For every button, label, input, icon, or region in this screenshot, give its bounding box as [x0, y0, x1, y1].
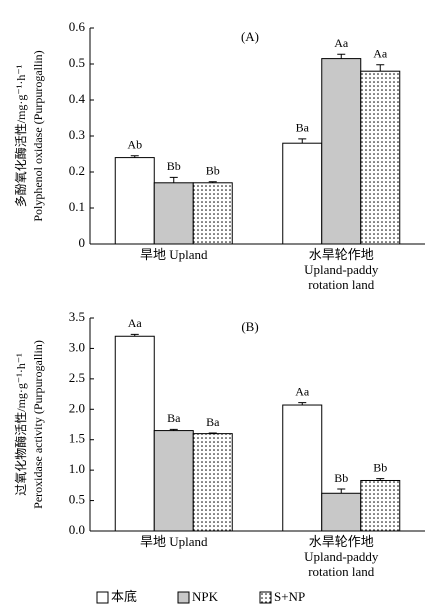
y-tick-label: 0.0: [69, 522, 85, 537]
legend-swatch: [96, 591, 109, 604]
y-tick-label: 0.4: [69, 91, 86, 106]
y-tick-label: 2.5: [69, 370, 85, 385]
error-bar: [169, 428, 178, 431]
significance-letter: Aa: [128, 316, 143, 330]
x-tick-label: Upland-paddy: [304, 549, 379, 564]
error-bar: [208, 181, 217, 183]
significance-letter: Ba: [167, 411, 181, 425]
bar: [114, 335, 155, 532]
y-tick-label: 2.0: [69, 400, 85, 415]
panel-title: (B): [241, 319, 258, 334]
bar: [192, 182, 233, 245]
significance-letter: Bb: [334, 471, 348, 485]
significance-letter: Aa: [334, 36, 349, 50]
legend-label: 本底: [111, 589, 137, 604]
legend-label: NPK: [192, 589, 219, 604]
x-tick-label: 旱地 Upland: [140, 534, 208, 549]
error-bar: [130, 333, 139, 337]
significance-letter: Bb: [167, 159, 181, 173]
bar: [321, 58, 362, 245]
y-tick-label: 0.3: [69, 127, 85, 142]
y-tick-label: 3.5: [69, 309, 85, 324]
x-tick-label: rotation land: [308, 564, 375, 579]
error-bar: [298, 402, 307, 406]
y-tick-label: 0: [79, 235, 86, 250]
y-axis-label: 多酚氧化酶活性/mg·g⁻¹·h⁻¹: [13, 64, 28, 207]
x-tick-label: Upland-paddy: [304, 262, 379, 277]
y-tick-label: 0.6: [69, 19, 86, 34]
y-tick-label: 1.5: [69, 431, 85, 446]
y-tick-label: 0.5: [69, 55, 85, 70]
x-tick-label: 水旱轮作地: [309, 247, 374, 262]
significance-letter: Bb: [373, 460, 387, 474]
panel-title: (A): [241, 29, 259, 44]
x-tick-label: 水旱轮作地: [309, 534, 374, 549]
y-tick-label: 1.0: [69, 461, 85, 476]
error-bar: [337, 488, 346, 494]
error-bar: [376, 64, 385, 72]
legend-swatch: [259, 591, 272, 604]
y-axis-label: Polyphenol oxidase (Purpurogallin): [31, 50, 45, 221]
significance-letter: Ba: [296, 121, 310, 135]
x-tick-label: rotation land: [308, 277, 375, 292]
error-bar: [337, 53, 346, 59]
bar: [192, 433, 233, 532]
significance-letter: Bb: [206, 163, 220, 177]
bar: [282, 404, 323, 532]
bar: [153, 182, 194, 245]
significance-letter: Ab: [127, 138, 142, 152]
y-tick-label: 0.1: [69, 199, 85, 214]
legend-swatch: [177, 591, 190, 604]
bar: [321, 492, 362, 532]
bar: [153, 430, 194, 532]
significance-letter: Aa: [295, 384, 310, 398]
y-tick-label: 3.0: [69, 339, 85, 354]
bar: [360, 479, 401, 532]
legend-label: S+NP: [274, 589, 305, 604]
error-bar: [208, 432, 217, 434]
bar: [282, 142, 323, 245]
bar: [360, 70, 401, 245]
x-tick-label: 旱地 Upland: [140, 247, 208, 262]
y-axis-label: 过氧化物酶活性/mg·g⁻¹·h⁻¹: [13, 353, 28, 496]
error-bar: [298, 138, 307, 144]
y-tick-label: 0.2: [69, 163, 85, 178]
significance-letter: Aa: [373, 46, 388, 60]
y-axis-label: Peroxidase activity (Purpurogallin): [31, 340, 45, 509]
error-bar: [130, 155, 139, 158]
error-bar: [376, 478, 385, 481]
significance-letter: Ba: [206, 415, 220, 429]
bar: [114, 157, 155, 245]
y-tick-label: 0.5: [69, 492, 85, 507]
error-bar: [169, 176, 178, 183]
